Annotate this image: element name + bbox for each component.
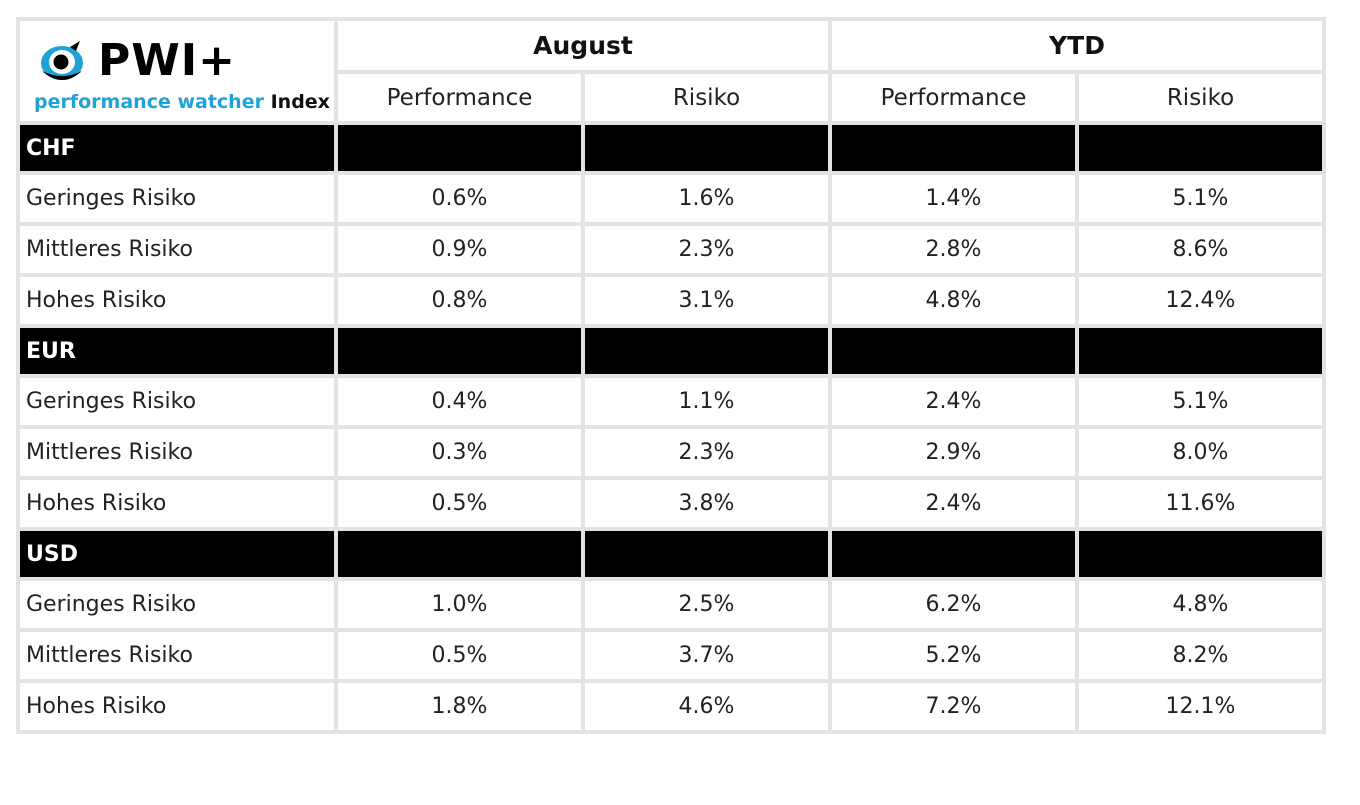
cell-ytd-risiko: 5.1% (1075, 171, 1326, 226)
logo-tagline: performance watcher Index (34, 91, 330, 113)
group-filler-cell (581, 527, 832, 581)
header-ytd: YTD (828, 16, 1326, 75)
cell-august-performance: 1.8% (334, 679, 585, 734)
logo-tagline-main: performance watcher (34, 91, 264, 113)
cell-ytd-performance: 5.2% (828, 628, 1079, 683)
row-label: Geringes Risiko (16, 374, 338, 429)
cell-august-risiko: 2.5% (581, 577, 832, 632)
group-filler-cell (828, 121, 1079, 175)
table-row: Geringes Risiko 0.6% 1.6% 1.4% 5.1% (16, 171, 1326, 226)
eye-logo-icon (36, 41, 92, 89)
row-label: Hohes Risiko (16, 273, 338, 328)
group-filler-cell (1075, 121, 1326, 175)
header-august-performance: Performance (334, 70, 585, 125)
table-row: Hohes Risiko 1.8% 4.6% 7.2% 12.1% (16, 679, 1326, 734)
logo-tagline-suffix: Index (270, 91, 330, 113)
table-row: Mittleres Risiko 0.3% 2.3% 2.9% 8.0% (16, 425, 1326, 480)
header-row-metrics: Performance Risiko Performance Risiko (18, 70, 1326, 125)
group-filler-cell (334, 324, 585, 378)
pwi-performance-table: PWI+ performance watcher Index August YT… (16, 16, 1326, 734)
group-filler-cell (1075, 324, 1326, 378)
pwi-logo: PWI+ performance watcher Index (20, 21, 334, 121)
logo-cell: PWI+ performance watcher Index (16, 17, 338, 125)
pwi-table-container: PWI+ performance watcher Index August YT… (16, 16, 1326, 734)
cell-ytd-risiko: 12.4% (1075, 273, 1326, 328)
group-filler-cell (334, 121, 585, 175)
cell-ytd-performance: 2.4% (828, 476, 1079, 531)
group-header-usd: USD (16, 527, 1326, 581)
table-row: Geringes Risiko 1.0% 2.5% 6.2% 4.8% (16, 577, 1326, 632)
cell-ytd-performance: 7.2% (828, 679, 1079, 734)
cell-ytd-risiko: 4.8% (1075, 577, 1326, 632)
row-label: Mittleres Risiko (16, 222, 338, 277)
group-currency-label: USD (16, 527, 338, 581)
group-filler-cell (581, 324, 832, 378)
cell-august-risiko: 3.7% (581, 628, 832, 683)
row-label: Hohes Risiko (16, 679, 338, 734)
cell-ytd-performance: 2.4% (828, 374, 1079, 429)
cell-august-performance: 0.5% (334, 628, 585, 683)
group-filler-cell (581, 121, 832, 175)
cell-ytd-performance: 1.4% (828, 171, 1079, 226)
cell-ytd-performance: 6.2% (828, 577, 1079, 632)
group-filler-cell (334, 527, 585, 581)
group-currency-label: EUR (16, 324, 338, 378)
cell-august-performance: 0.5% (334, 476, 585, 531)
row-label: Hohes Risiko (16, 476, 338, 531)
header-ytd-risiko: Risiko (1075, 70, 1326, 125)
group-filler-cell (828, 527, 1079, 581)
cell-ytd-risiko: 8.0% (1075, 425, 1326, 480)
cell-august-performance: 0.3% (334, 425, 585, 480)
cell-august-risiko: 2.3% (581, 222, 832, 277)
cell-august-risiko: 3.8% (581, 476, 832, 531)
cell-august-risiko: 1.1% (581, 374, 832, 429)
cell-august-performance: 0.9% (334, 222, 585, 277)
cell-ytd-risiko: 11.6% (1075, 476, 1326, 531)
cell-ytd-performance: 4.8% (828, 273, 1079, 328)
row-label: Geringes Risiko (16, 577, 338, 632)
row-label: Geringes Risiko (16, 171, 338, 226)
cell-august-risiko: 3.1% (581, 273, 832, 328)
table-row: Geringes Risiko 0.4% 1.1% 2.4% 5.1% (16, 374, 1326, 429)
group-filler-cell (828, 324, 1079, 378)
header-august: August (334, 16, 832, 75)
table-row: Hohes Risiko 0.8% 3.1% 4.8% 12.4% (16, 273, 1326, 328)
cell-august-performance: 0.8% (334, 273, 585, 328)
group-header-eur: EUR (16, 324, 1326, 378)
group-currency-label: CHF (16, 121, 338, 175)
cell-august-risiko: 4.6% (581, 679, 832, 734)
cell-august-performance: 0.6% (334, 171, 585, 226)
header-ytd-performance: Performance (828, 70, 1079, 125)
row-label: Mittleres Risiko (16, 628, 338, 683)
row-label: Mittleres Risiko (16, 425, 338, 480)
cell-august-performance: 1.0% (334, 577, 585, 632)
cell-august-risiko: 1.6% (581, 171, 832, 226)
cell-august-performance: 0.4% (334, 374, 585, 429)
cell-ytd-risiko: 8.2% (1075, 628, 1326, 683)
header-row-periods: PWI+ performance watcher Index August YT… (16, 16, 1326, 125)
table-row: Mittleres Risiko 0.5% 3.7% 5.2% 8.2% (16, 628, 1326, 683)
group-filler-cell (1075, 527, 1326, 581)
cell-ytd-performance: 2.9% (828, 425, 1079, 480)
cell-ytd-performance: 2.8% (828, 222, 1079, 277)
cell-ytd-risiko: 5.1% (1075, 374, 1326, 429)
cell-ytd-risiko: 12.1% (1075, 679, 1326, 734)
header-august-risiko: Risiko (581, 70, 832, 125)
cell-ytd-risiko: 8.6% (1075, 222, 1326, 277)
group-header-chf: CHF (16, 121, 1326, 175)
logo-wordmark: PWI+ (98, 35, 237, 86)
table-row: Mittleres Risiko 0.9% 2.3% 2.8% 8.6% (16, 222, 1326, 277)
table-row: Hohes Risiko 0.5% 3.8% 2.4% 11.6% (16, 476, 1326, 531)
cell-august-risiko: 2.3% (581, 425, 832, 480)
